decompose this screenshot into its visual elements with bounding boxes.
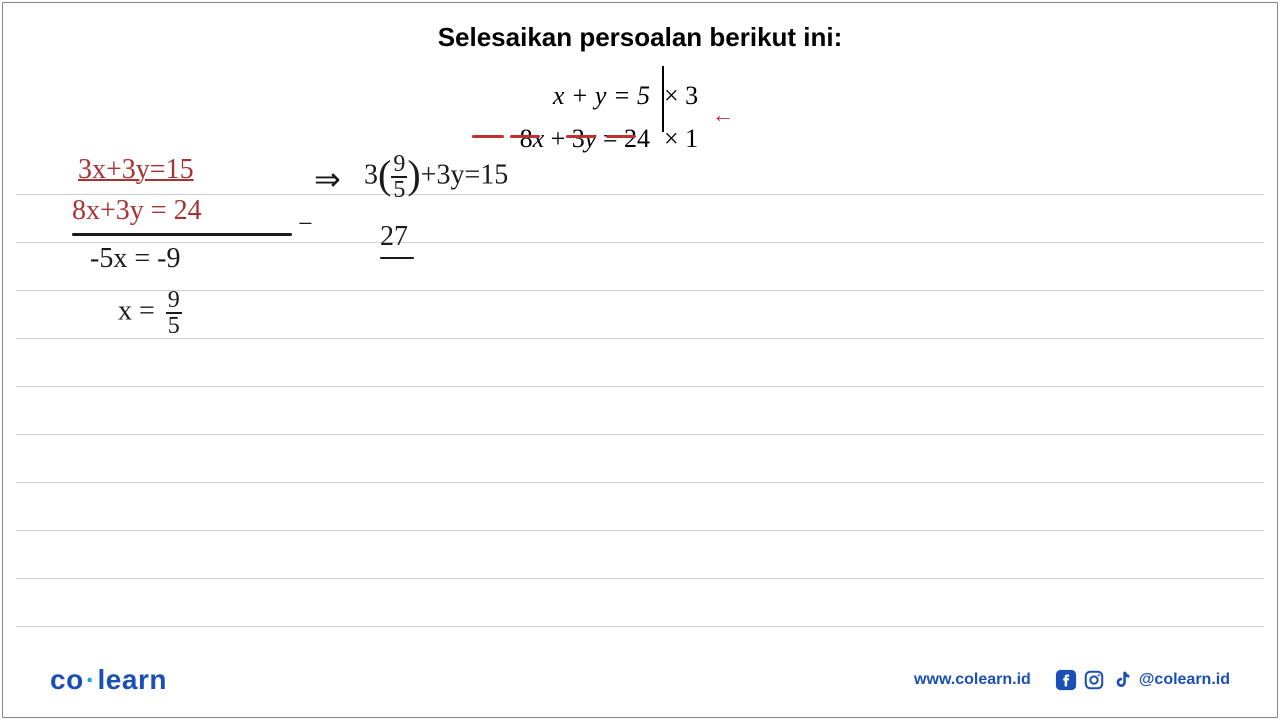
eq1-mult: × 3 — [664, 81, 698, 111]
partial-frac-bar — [380, 257, 414, 259]
eq1-lhs: x + y = 5 — [553, 81, 650, 110]
brand-logo: co·learn — [50, 664, 167, 696]
eq2-lhs: 8x + 3y = 24 — [520, 124, 650, 153]
hand-elim-result: -5x = -9 — [90, 244, 180, 275]
arrow-icon: ← — [712, 102, 734, 128]
elim-divider — [72, 233, 292, 236]
logo-dot: · — [84, 664, 98, 695]
footer-url[interactable]: www.colearn.id — [914, 671, 1031, 689]
instagram-icon[interactable] — [1083, 669, 1105, 691]
page-title: Selesaikan persoalan berikut ini: — [0, 22, 1280, 53]
logo-learn: learn — [98, 664, 167, 695]
elim-minus: − — [298, 210, 313, 239]
hand-partial-27: 27 — [380, 222, 408, 253]
footer: co·learn www.colearn.id @colearn.id — [50, 664, 1230, 696]
hand-x-solution: x = 9 5 — [118, 288, 182, 338]
logo-co: co — [50, 664, 84, 695]
social-icons: @colearn.id — [1055, 669, 1230, 691]
social-handle[interactable]: @colearn.id — [1139, 671, 1230, 689]
facebook-icon[interactable] — [1055, 669, 1077, 691]
tiktok-icon[interactable] — [1111, 669, 1133, 691]
eq2-mult: × 1 — [664, 124, 698, 154]
hand-eq2-red: 8x+3y = 24 — [72, 196, 202, 227]
implies-arrow: ⇒ — [314, 162, 339, 197]
problem-equations: x + y = 5 × 3 8x + 3y = 24 × 1 — [450, 64, 698, 154]
hand-eq1-red: 3x+3y=15 — [78, 155, 194, 186]
hand-substitution: 3( 9 5 )+3y=15 — [364, 152, 508, 202]
